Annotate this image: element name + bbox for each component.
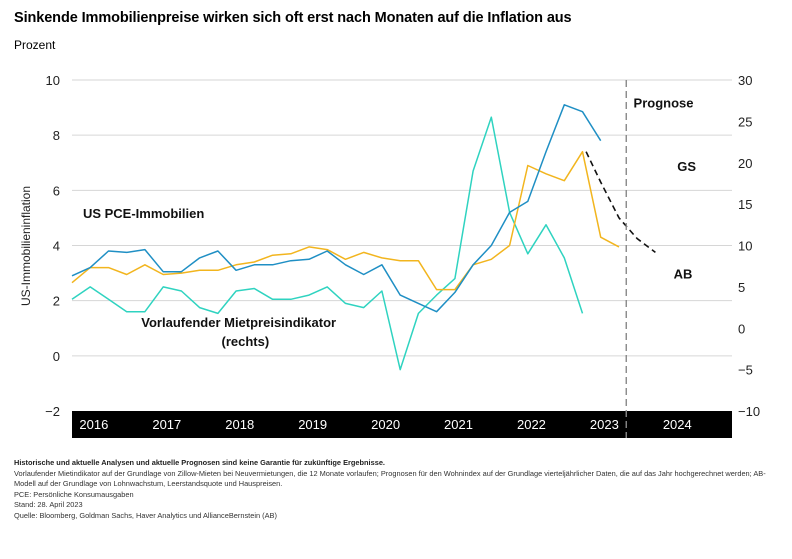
x-tick-label: 2017 — [152, 417, 181, 432]
left-axis-ticks: −2 0 2 4 6 8 10 — [45, 73, 60, 419]
right-tick-label: −10 — [738, 404, 760, 419]
footer-disclaimer: Historische und aktuelle Analysen und ak… — [14, 458, 385, 467]
right-tick-label: −5 — [738, 363, 753, 378]
x-tick-label: 2019 — [298, 417, 327, 432]
chart-title: Sinkende Immobilienpreise wirken sich of… — [14, 10, 572, 26]
chart-footer: Historische und aktuelle Analysen und ak… — [14, 458, 784, 522]
x-axis-band: 2016 2017 2018 2019 2020 2021 2022 2023 2024 — [72, 411, 732, 438]
right-tick-label: 30 — [738, 73, 752, 88]
series-lines — [71, 104, 656, 371]
annotation-label: US PCE-Immobilien — [83, 206, 204, 221]
x-tick-label: 2023 — [590, 417, 619, 432]
series-line-us-pce-immobilien — [71, 104, 602, 313]
footer-note-pce: PCE: Persönliche Konsumausgaben — [14, 489, 134, 499]
right-tick-label: 15 — [738, 197, 752, 212]
chart-subtitle: Prozent — [14, 38, 56, 52]
annotation-label: (rechts) — [222, 334, 270, 349]
right-tick-label: 5 — [738, 280, 745, 295]
right-axis-ticks: −10 −5 0 5 10 15 20 25 30 — [738, 73, 760, 419]
x-tick-label: 2024 — [663, 417, 692, 432]
left-tick-label: 4 — [53, 239, 60, 254]
series-line-ab — [71, 150, 620, 291]
left-tick-label: 10 — [46, 73, 60, 88]
annotation-label: GS — [677, 159, 696, 174]
x-tick-label: 2022 — [517, 417, 546, 432]
footer-note-methodology: Vorlaufender Mietindikator auf der Grund… — [14, 468, 766, 489]
line-chart: −2 0 2 4 6 8 10 −10 −5 0 5 10 15 20 25 30 US-Immobilie… — [19, 73, 760, 438]
right-tick-label: 20 — [738, 156, 752, 171]
x-axis-band-background — [72, 411, 732, 438]
right-tick-label: 10 — [738, 239, 752, 254]
x-tick-label: 2016 — [79, 417, 108, 432]
series-line-vorlaufender-mietpreisindikator-rechts — [71, 116, 584, 371]
left-tick-label: −2 — [45, 404, 60, 419]
x-tick-label: 2018 — [225, 417, 254, 432]
left-tick-label: 8 — [53, 128, 60, 143]
x-tick-label: 2020 — [371, 417, 400, 432]
footer-source: Quelle: Bloomberg, Goldman Sachs, Haver … — [14, 510, 277, 520]
x-tick-label: 2021 — [444, 417, 473, 432]
gridlines — [72, 79, 732, 357]
annotations: Prognose GS AB US PCE-Immobilien Vorlaufende… — [83, 96, 696, 350]
annotation-label: AB — [674, 267, 693, 282]
right-tick-label: 0 — [738, 321, 745, 336]
annotation-label: Prognose — [634, 96, 694, 111]
right-tick-label: 25 — [738, 114, 752, 129]
annotation-label: Vorlaufender Mietpreisindikator — [141, 315, 336, 330]
left-tick-label: 2 — [53, 294, 60, 309]
series-line-gs — [585, 151, 656, 254]
footer-date: Stand: 28. April 2023 — [14, 500, 83, 510]
y-axis-label: US-Immobilieninflation — [19, 186, 33, 306]
left-tick-label: 6 — [53, 183, 60, 198]
left-tick-label: 0 — [53, 349, 60, 364]
